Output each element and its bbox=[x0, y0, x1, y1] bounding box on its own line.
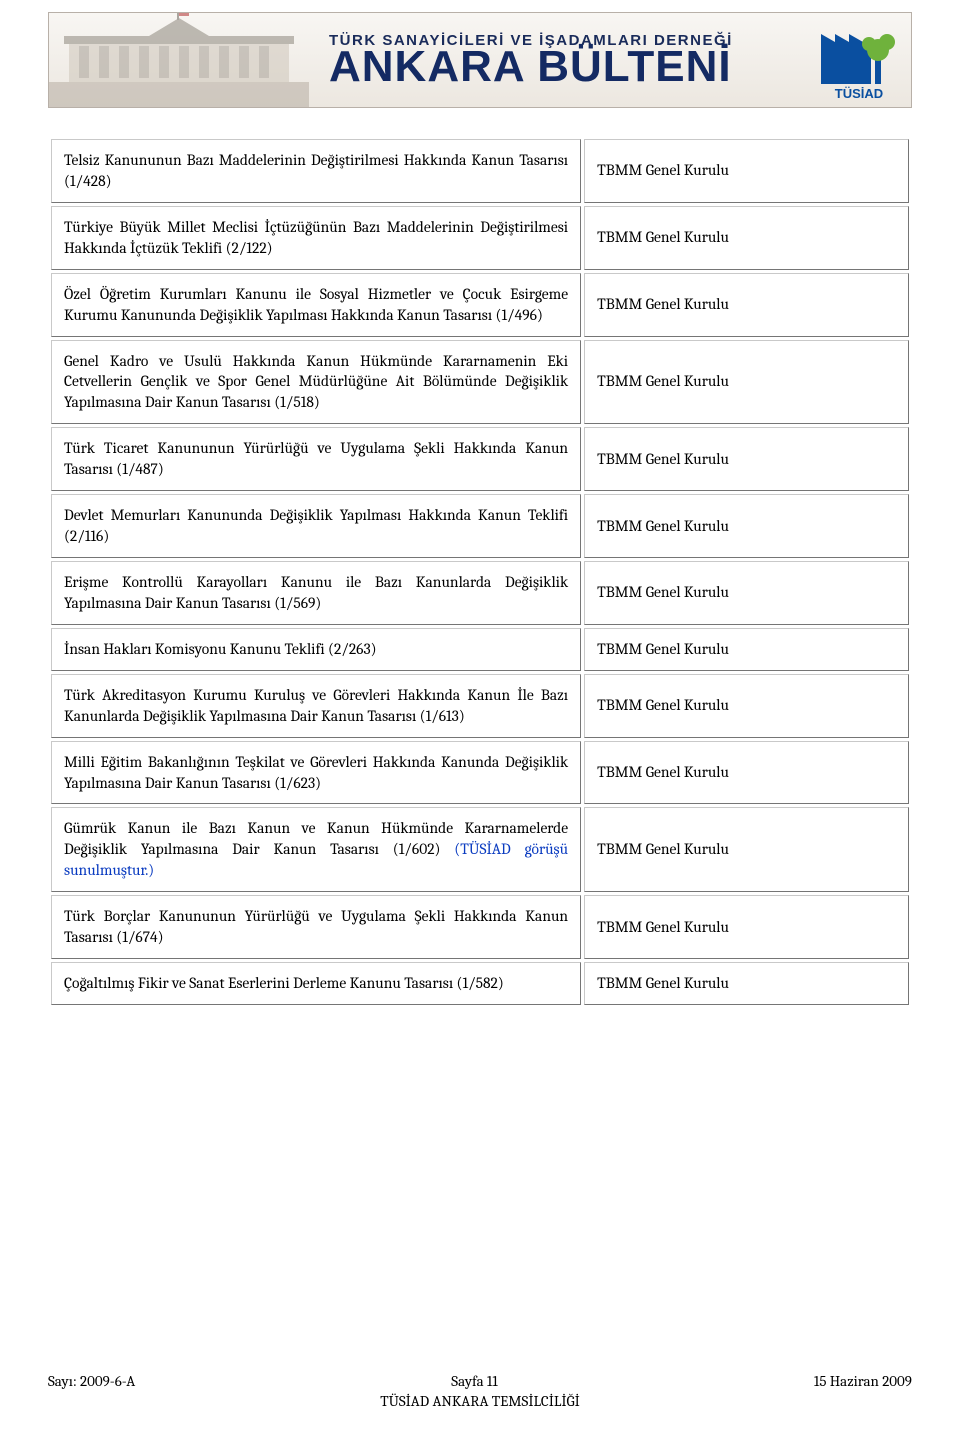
table-row: Çoğaltılmış Fikir ve Sanat Eserlerini De… bbox=[51, 962, 909, 1005]
legislation-status: TBMM Genel Kurulu bbox=[584, 561, 909, 625]
legislation-description: Türk Ticaret Kanununun Yürürlüğü ve Uygu… bbox=[51, 427, 581, 491]
table-row: Telsiz Kanununun Bazı Maddelerinin Değiş… bbox=[51, 139, 909, 203]
banner-title: ANKARA BÜLTENİ bbox=[329, 45, 817, 89]
table-row: Özel Öğretim Kurumları Kanunu ile Sosyal… bbox=[51, 273, 909, 337]
page: TÜRK SANAYİCİLERİ VE İŞADAMLARI DERNEĞİ … bbox=[0, 0, 960, 1430]
table-row: Gümrük Kanun ile Bazı Kanun ve Kanun Hük… bbox=[51, 807, 909, 892]
banner-title-block: TÜRK SANAYİCİLERİ VE İŞADAMLARI DERNEĞİ … bbox=[329, 32, 817, 89]
legislation-description: Genel Kadro ve Usulü Hakkında Kanun Hükm… bbox=[51, 340, 581, 425]
legislation-status: TBMM Genel Kurulu bbox=[584, 273, 909, 337]
legislation-status: TBMM Genel Kurulu bbox=[584, 674, 909, 738]
legislation-description: Türk Akreditasyon Kurumu Kuruluş ve Göre… bbox=[51, 674, 581, 738]
table-row: Erişme Kontrollü Karayolları Kanunu ile … bbox=[51, 561, 909, 625]
legislation-status: TBMM Genel Kurulu bbox=[584, 206, 909, 270]
footer-org: TÜSİAD ANKARA TEMSİLCİLİĞİ bbox=[48, 1392, 912, 1410]
header-banner: TÜRK SANAYİCİLERİ VE İŞADAMLARI DERNEĞİ … bbox=[48, 12, 912, 108]
tusiad-opinion-link[interactable]: (TÜSİAD görüşü sunulmuştur.) bbox=[64, 840, 568, 879]
legislation-status: TBMM Genel Kurulu bbox=[584, 895, 909, 959]
legislation-description: Özel Öğretim Kurumları Kanunu ile Sosyal… bbox=[51, 273, 581, 337]
legislation-status: TBMM Genel Kurulu bbox=[584, 139, 909, 203]
legislation-description: İnsan Hakları Komisyonu Kanunu Teklifi (… bbox=[51, 628, 581, 671]
footer-page-number: Sayfa 11 bbox=[451, 1372, 498, 1390]
banner-building-illustration bbox=[49, 13, 309, 107]
table-row: Devlet Memurları Kanununda Değişiklik Ya… bbox=[51, 494, 909, 558]
legislation-status: TBMM Genel Kurulu bbox=[584, 340, 909, 425]
legislation-description: Gümrük Kanun ile Bazı Kanun ve Kanun Hük… bbox=[51, 807, 581, 892]
legislation-description: Türkiye Büyük Millet Meclisi İçtüzüğünün… bbox=[51, 206, 581, 270]
table-row: Milli Eğitim Bakanlığının Teşkilat ve Gö… bbox=[51, 741, 909, 805]
legislation-description: Türk Borçlar Kanununun Yürürlüğü ve Uygu… bbox=[51, 895, 581, 959]
legislation-status: TBMM Genel Kurulu bbox=[584, 628, 909, 671]
legislation-table-wrap: Telsiz Kanununun Bazı Maddelerinin Değiş… bbox=[48, 136, 912, 1348]
legislation-table: Telsiz Kanununun Bazı Maddelerinin Değiş… bbox=[48, 136, 912, 1008]
legislation-status: TBMM Genel Kurulu bbox=[584, 494, 909, 558]
legislation-status: TBMM Genel Kurulu bbox=[584, 427, 909, 491]
legislation-description: Telsiz Kanununun Bazı Maddelerinin Değiş… bbox=[51, 139, 581, 203]
table-row: Türk Borçlar Kanununun Yürürlüğü ve Uygu… bbox=[51, 895, 909, 959]
footer-issue: Sayı: 2009-6-A bbox=[48, 1372, 135, 1390]
footer-date: 15 Haziran 2009 bbox=[814, 1372, 912, 1390]
legislation-description: Devlet Memurları Kanununda Değişiklik Ya… bbox=[51, 494, 581, 558]
legislation-description: Erişme Kontrollü Karayolları Kanunu ile … bbox=[51, 561, 581, 625]
legislation-description: Çoğaltılmış Fikir ve Sanat Eserlerini De… bbox=[51, 962, 581, 1005]
table-row: Türk Akreditasyon Kurumu Kuruluş ve Göre… bbox=[51, 674, 909, 738]
legislation-status: TBMM Genel Kurulu bbox=[584, 962, 909, 1005]
tusiad-logo: TÜSİAD bbox=[817, 20, 901, 100]
legislation-status: TBMM Genel Kurulu bbox=[584, 807, 909, 892]
table-row: İnsan Hakları Komisyonu Kanunu Teklifi (… bbox=[51, 628, 909, 671]
table-row: Türk Ticaret Kanununun Yürürlüğü ve Uygu… bbox=[51, 427, 909, 491]
footer-row-top: Sayı: 2009-6-A Sayfa 11 15 Haziran 2009 bbox=[48, 1372, 912, 1390]
svg-text:TÜSİAD: TÜSİAD bbox=[835, 86, 883, 100]
legislation-status: TBMM Genel Kurulu bbox=[584, 741, 909, 805]
legislation-description: Milli Eğitim Bakanlığının Teşkilat ve Gö… bbox=[51, 741, 581, 805]
table-row: Türkiye Büyük Millet Meclisi İçtüzüğünün… bbox=[51, 206, 909, 270]
table-row: Genel Kadro ve Usulü Hakkında Kanun Hükm… bbox=[51, 340, 909, 425]
page-footer: Sayı: 2009-6-A Sayfa 11 15 Haziran 2009 … bbox=[48, 1372, 912, 1410]
